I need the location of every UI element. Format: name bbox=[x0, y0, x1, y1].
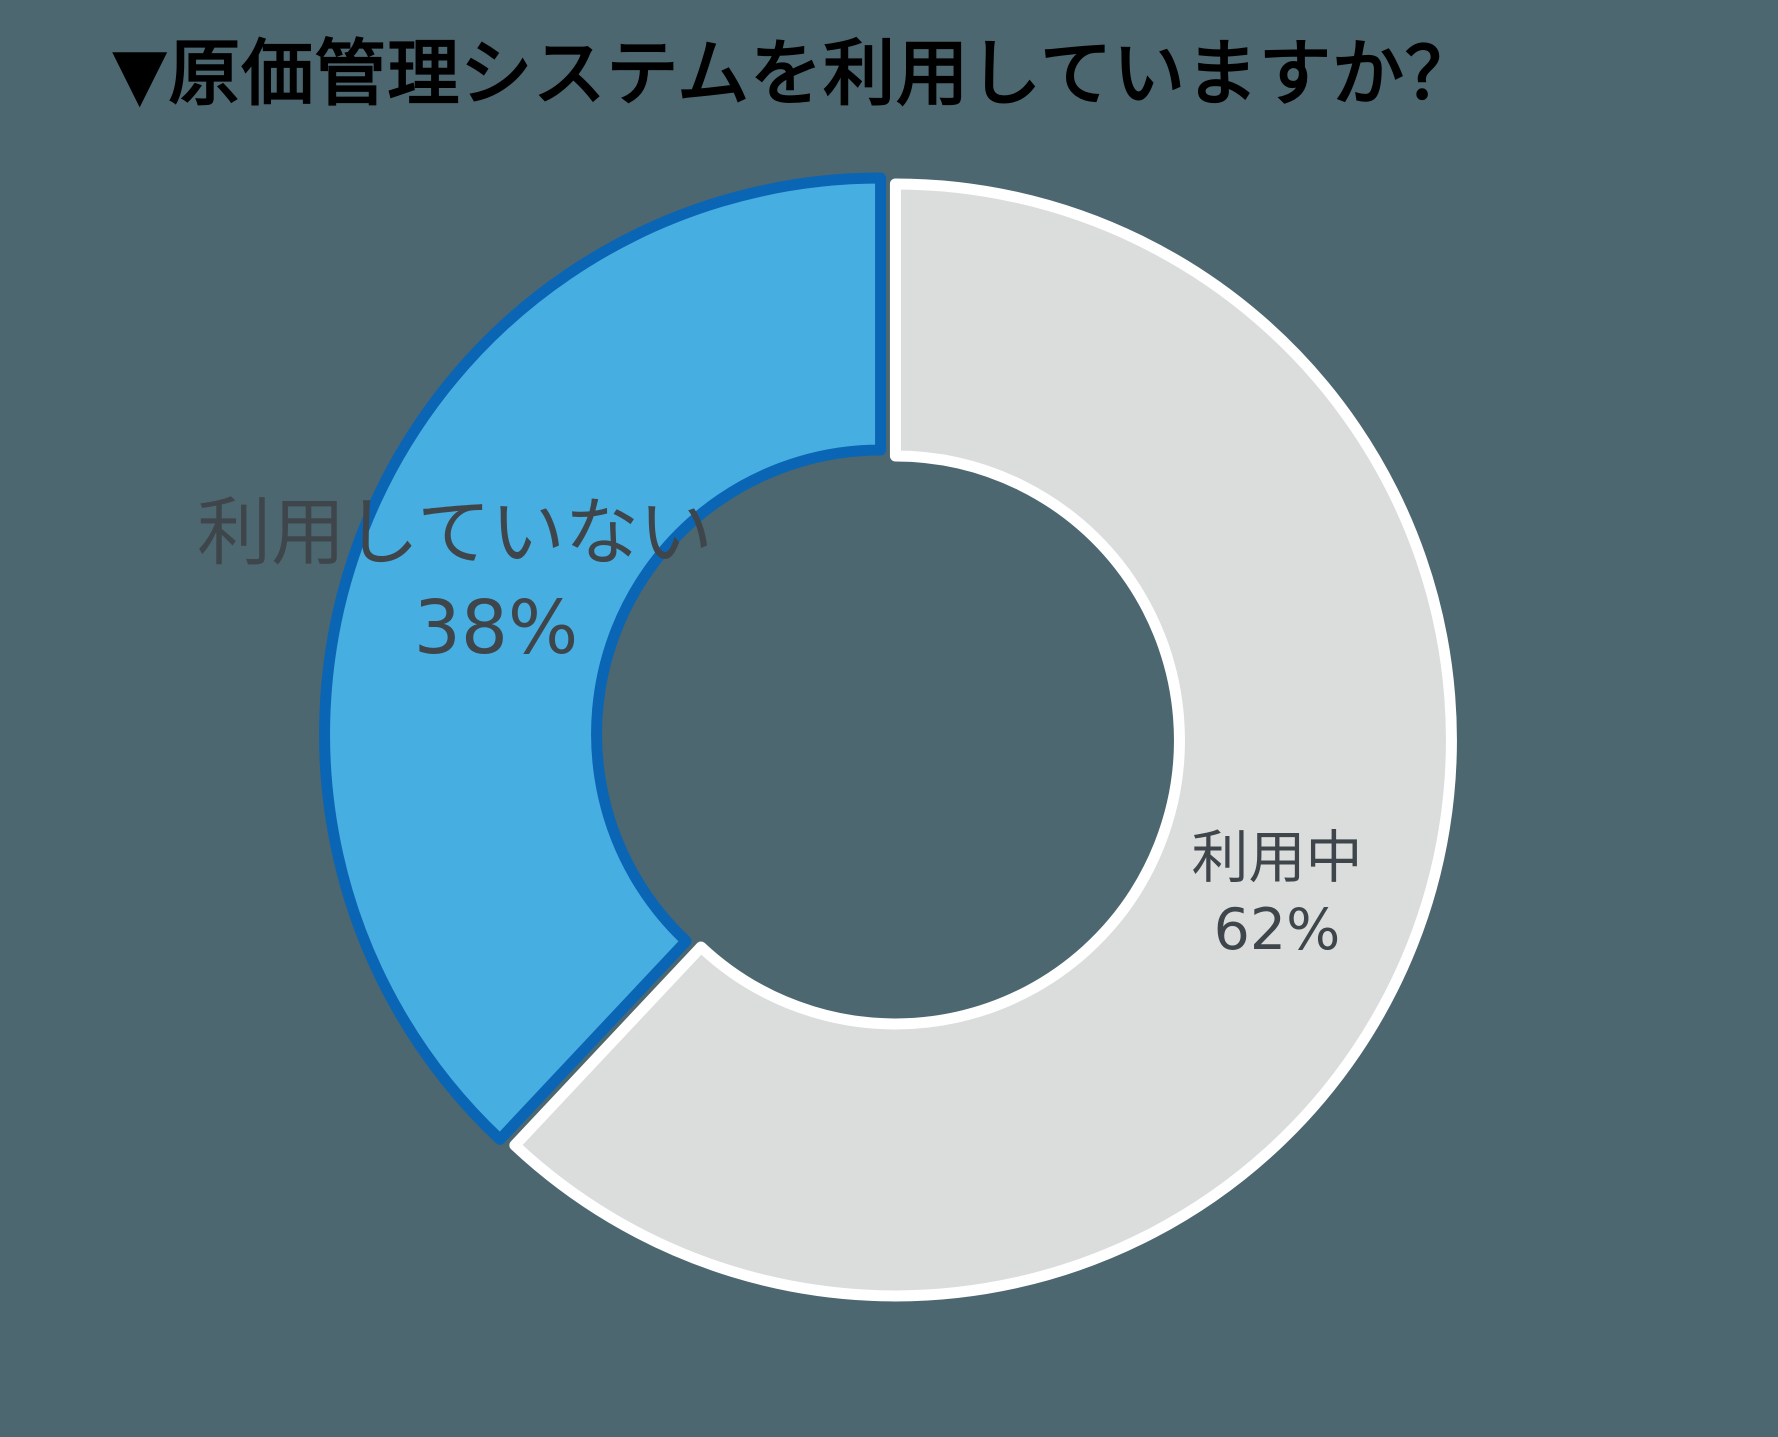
segment-label-in-use: 利用中 62% bbox=[1192, 822, 1363, 966]
donut-segment-not-using bbox=[319, 172, 887, 1145]
segment-label-not-using: 利用していない 38% bbox=[197, 486, 713, 676]
donut-segment-in-use bbox=[509, 178, 1457, 1302]
segment-name-not-using: 利用していない bbox=[197, 490, 713, 576]
chart-title: ▼原価管理システムを利用していますか？ bbox=[111, 31, 1479, 116]
donut-slices bbox=[319, 172, 1457, 1302]
segment-name-in-use: 利用中 bbox=[1191, 825, 1363, 891]
segment-pct-in-use: 62% bbox=[1213, 897, 1341, 963]
segment-pct-not-using: 38% bbox=[413, 585, 579, 671]
